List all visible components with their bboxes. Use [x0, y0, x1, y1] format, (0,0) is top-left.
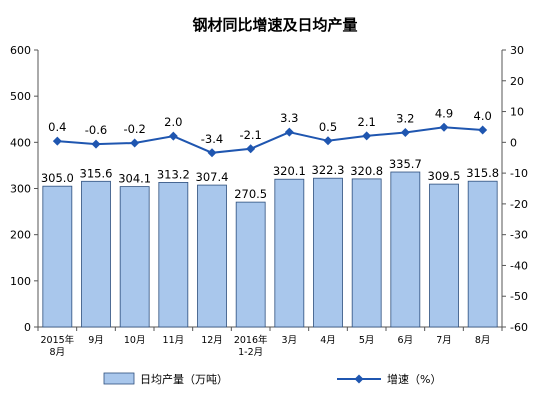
legend-bar-label: 日均产量（万吨）: [140, 372, 228, 386]
line-value-label: 4.9: [435, 106, 453, 120]
x-tick-label: 9月: [88, 335, 104, 346]
line-value-label: 4.0: [474, 109, 492, 123]
legend-bar-swatch: [103, 372, 135, 385]
left-tick-label: 400: [10, 136, 31, 149]
bar-value-label: 322.3: [312, 163, 345, 177]
bar-value-label: 315.6: [80, 166, 113, 180]
right-tick-label: -30: [510, 229, 528, 242]
bar: [313, 177, 343, 328]
right-tick-label: -10: [510, 167, 528, 180]
line-point: [168, 131, 178, 141]
line-point: [246, 144, 256, 154]
bar-value-label: 305.0: [41, 171, 74, 185]
left-tick-label: 100: [10, 275, 31, 288]
bar-series: 305.0 315.6 304.1 313.2 307.4 270.5 320.1 322.3…: [41, 157, 499, 328]
x-tick-label: 2015年: [40, 334, 74, 346]
bar: [429, 183, 459, 328]
line-point: [400, 127, 410, 137]
line-value-label: 3.2: [396, 111, 414, 125]
left-tick-label: 300: [10, 183, 31, 196]
line-value-label: -0.2: [123, 122, 145, 136]
bar: [119, 186, 150, 328]
growth-line: [57, 126, 483, 154]
line-series: 0.4 -0.6 -0.2 2.0 -3.4 -2.1 3.3 0.5 2.1 3.2 4.9 4.0: [48, 106, 492, 158]
line-point: [323, 136, 333, 146]
line-point: [91, 139, 101, 149]
x-tick-label: 3月: [282, 335, 298, 346]
line-value-label: 0.5: [319, 120, 337, 134]
line-value-label: -3.4: [201, 132, 223, 146]
x-tick-label: 5月: [359, 335, 375, 346]
left-tick-label: 200: [10, 229, 31, 242]
x-tick-label: 6月: [398, 335, 414, 346]
x-tick-label: 10月: [124, 335, 146, 346]
x-tick-label: 8月: [50, 347, 66, 358]
bar-value-label: 270.5: [234, 187, 267, 201]
right-tick-label: -40: [510, 259, 528, 272]
line-value-label: -2.1: [239, 128, 261, 142]
line-point: [52, 136, 62, 146]
x-tick-label: 8月: [475, 335, 491, 346]
line-point: [130, 138, 140, 148]
legend: 日均产量（万吨） 增速（%）: [103, 372, 441, 386]
x-tick-label: 4月: [320, 335, 336, 346]
bar: [42, 185, 73, 328]
line-point: [478, 125, 488, 135]
right-tick-label: 10: [510, 106, 524, 119]
bar: [158, 182, 189, 328]
bar: [390, 171, 421, 328]
bar: [351, 178, 382, 328]
line-value-label: -0.6: [85, 123, 107, 137]
right-tick-label: -50: [510, 290, 528, 303]
bar: [274, 178, 305, 328]
line-value-label: 0.4: [48, 120, 66, 134]
line-point: [439, 122, 449, 132]
line-point: [207, 148, 217, 158]
bar: [235, 201, 266, 328]
bar: [197, 184, 227, 328]
x-tick-label: 12月: [201, 335, 223, 346]
right-tick-label: 20: [510, 75, 524, 88]
bar-value-label: 313.2: [157, 167, 190, 181]
left-tick-label: 600: [10, 44, 31, 57]
line-point: [362, 131, 372, 141]
right-tick-label: -60: [510, 321, 528, 334]
x-tick-label: 1-2月: [238, 347, 263, 358]
bar-value-label: 320.1: [273, 164, 306, 178]
line-value-label: 2.0: [164, 115, 182, 129]
left-tick-label: 0: [24, 321, 31, 334]
bar-value-label: 304.1: [118, 172, 151, 186]
legend-line-label: 增速（%）: [387, 372, 441, 386]
x-tick-label: 11月: [163, 335, 185, 346]
chart-title: 钢材同比增速及日均产量: [192, 16, 357, 34]
x-tick-label: 7月: [436, 335, 452, 346]
legend-line-marker: [354, 374, 364, 384]
bar: [467, 180, 498, 328]
bar: [81, 180, 111, 328]
bar-value-label: 315.8: [466, 166, 499, 180]
right-tick-label: -20: [510, 198, 528, 211]
line-value-label: 3.3: [280, 111, 298, 125]
right-tick-label: 30: [510, 44, 524, 57]
bar-value-label: 307.4: [196, 170, 229, 184]
left-tick-label: 500: [10, 90, 31, 103]
bar-value-label: 309.5: [428, 169, 461, 183]
bar-value-label: 335.7: [389, 157, 422, 171]
line-point: [284, 127, 294, 137]
line-value-label: 2.1: [358, 115, 376, 129]
bar-value-label: 320.8: [350, 164, 383, 178]
x-tick-label: 2016年: [234, 334, 268, 346]
right-tick-label: 0: [510, 136, 517, 149]
